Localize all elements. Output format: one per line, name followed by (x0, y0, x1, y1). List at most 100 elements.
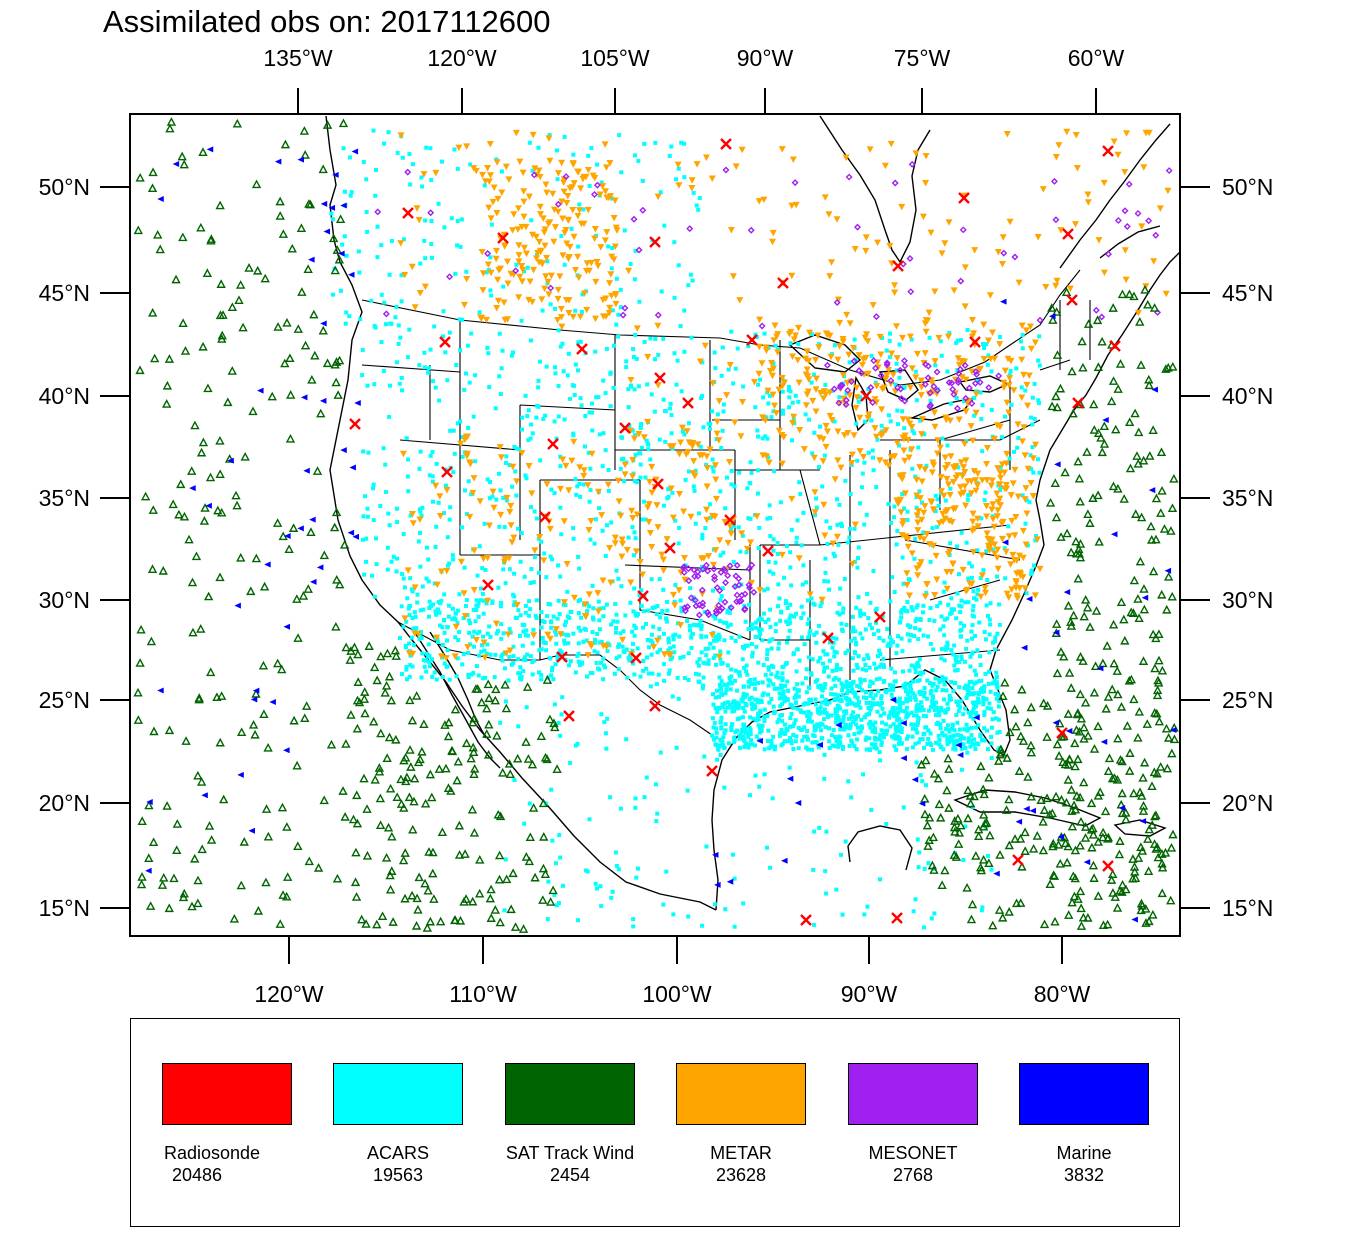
radiosonde-marker (349, 418, 361, 430)
radiosonde-marker (654, 372, 666, 384)
radiosonde-marker (482, 579, 494, 591)
hispaniola-coastline (1113, 819, 1167, 837)
radiosonde-marker (1102, 145, 1114, 157)
right-latitude-label: 20°N (1222, 790, 1273, 816)
right-latitude-label: 40°N (1222, 383, 1273, 409)
legend-swatch-radiosonde (162, 1063, 292, 1125)
legend-swatch-mesonet (848, 1063, 978, 1125)
canada-coastline (1059, 123, 1171, 269)
legend: Radiosonde 20486 ACARS 19563 SAT Track Wind 2… (130, 1018, 1180, 1227)
legend-label: MESONET (868, 1143, 958, 1163)
radiosonde-marker (777, 277, 789, 289)
left-latitude-label: 50°N (39, 174, 90, 200)
legend-label: ACARS (366, 1143, 429, 1163)
legend-count: 2454 (549, 1165, 591, 1185)
radiosonde-marker (402, 207, 414, 219)
map-frame (129, 113, 1181, 937)
legend-swatch-metar (676, 1063, 806, 1125)
legend-label: Radiosonde (163, 1143, 261, 1163)
legend-count: 23628 (715, 1165, 767, 1185)
left-latitude-label: 45°N (39, 280, 90, 306)
top-longitude-label: 75°W (894, 45, 951, 71)
top-longitude-label: 60°W (1068, 45, 1125, 71)
hudson-bay-coastline (819, 115, 931, 264)
yucatan-coastline (847, 825, 913, 871)
radiosonde-marker (746, 334, 758, 346)
radiosonde-marker (720, 138, 732, 150)
right-latitude-label: 30°N (1222, 587, 1273, 613)
radiosonde-markers (349, 138, 1121, 926)
right-latitude-label: 15°N (1222, 895, 1273, 921)
radiosonde-marker (1062, 228, 1074, 240)
radiosonde-marker (822, 632, 834, 644)
radiosonde-marker (497, 232, 509, 244)
radiosonde-marker (706, 765, 718, 777)
left-latitude-label: 30°N (39, 587, 90, 613)
left-latitude-label: 35°N (39, 485, 90, 511)
legend-count: 20486 (171, 1165, 223, 1185)
west-coastline (325, 115, 717, 911)
radiosonde-marker (576, 343, 588, 355)
left-latitude-label: 15°N (39, 895, 90, 921)
radiosonde-marker (563, 710, 575, 722)
radiosonde-marker (1056, 727, 1068, 739)
legend-swatch-sat-track-wind (505, 1063, 635, 1125)
radiosonde-marker (800, 914, 812, 926)
radiosonde-marker (637, 590, 649, 602)
legend-count: 3832 (1063, 1165, 1105, 1185)
radiosonde-marker (619, 422, 631, 434)
map-title: Assimilated obs on: 2017112600 (103, 4, 551, 39)
legend-count: 19563 (372, 1165, 424, 1185)
left-latitude-label: 20°N (39, 790, 90, 816)
bottom-longitude-label: 90°W (841, 981, 898, 1007)
radiosonde-marker (547, 438, 559, 450)
right-latitude-label: 45°N (1222, 280, 1273, 306)
legend-label: SAT Track Wind (505, 1143, 635, 1163)
radiosonde-marker (874, 611, 886, 623)
radiosonde-marker (630, 652, 642, 664)
bottom-longitude-label: 120°W (254, 981, 324, 1007)
legend-swatch-marine (1019, 1063, 1149, 1125)
mesonet-markers (374, 160, 1173, 619)
right-latitude-label: 35°N (1222, 485, 1273, 511)
radiosonde-marker (556, 651, 568, 663)
radiosonde-marker (1102, 860, 1114, 872)
radiosonde-marker (539, 511, 551, 523)
right-latitude-label: 50°N (1222, 174, 1273, 200)
radiosonde-marker (762, 545, 774, 557)
right-latitude-label: 25°N (1222, 687, 1273, 713)
left-latitude-label: 40°N (39, 383, 90, 409)
bottom-longitude-label: 110°W (449, 981, 517, 1007)
bottom-longitude-label: 80°W (1034, 981, 1091, 1007)
top-longitude-label: 135°W (263, 45, 333, 71)
east-coastline (1035, 251, 1180, 546)
radiosonde-marker (439, 336, 451, 348)
radiosonde-marker (969, 336, 981, 348)
radiosonde-marker (441, 466, 453, 478)
radiosonde-marker (1109, 340, 1121, 352)
radiosonde-marker (891, 912, 903, 924)
radiosonde-marker (1066, 294, 1078, 306)
top-longitude-label: 120°W (427, 45, 497, 71)
top-longitude-label: 90°W (737, 45, 794, 71)
canada-border (361, 269, 1081, 386)
top-longitude-label: 105°W (580, 45, 650, 71)
legend-label: Marine (1056, 1143, 1112, 1163)
left-latitude-label: 25°N (39, 687, 90, 713)
radiosonde-marker (682, 397, 694, 409)
radiosonde-marker (958, 192, 970, 204)
bottom-longitude-label: 100°W (642, 981, 712, 1007)
radiosonde-marker (892, 260, 904, 272)
radiosonde-marker (664, 542, 676, 554)
legend-count: 2768 (892, 1165, 934, 1185)
radiosonde-marker (649, 700, 661, 712)
radiosonde-marker (1012, 854, 1024, 866)
great-lakes (788, 334, 1010, 432)
legend-swatch-acars (333, 1063, 463, 1125)
radiosonde-marker (860, 390, 872, 402)
sat-track-wind-markers (133, 117, 1180, 933)
legend-label: METAR (710, 1143, 772, 1163)
marine-markers (145, 146, 1177, 923)
radiosonde-marker (649, 236, 661, 248)
